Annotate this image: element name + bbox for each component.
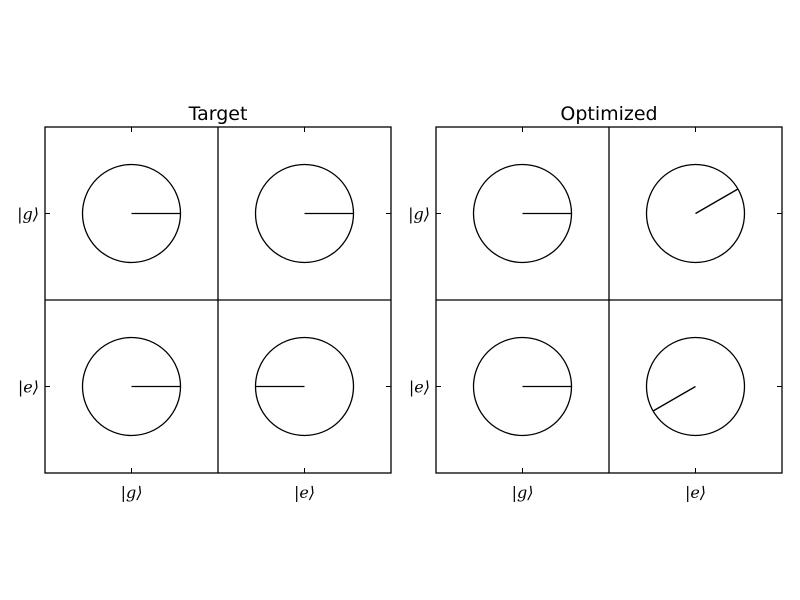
y-tick-label: |e⟩ xyxy=(409,378,430,397)
panel-title: Optimized xyxy=(560,103,657,125)
y-tick-label: |g⟩ xyxy=(408,205,430,224)
phasor-circle xyxy=(645,163,746,264)
x-tick-label: |g⟩ xyxy=(121,483,143,502)
y-tick-label: |e⟩ xyxy=(18,378,39,397)
y-tick-label: |g⟩ xyxy=(17,205,39,224)
x-tick-label: |g⟩ xyxy=(512,483,534,502)
x-tick-label: |e⟩ xyxy=(685,483,706,502)
panels: Target |g⟩ |e⟩ |g⟩ |e⟩ Optimized |g⟩ |e⟩ |g⟩ |e⟩ xyxy=(17,103,783,502)
panel-optimized: Optimized |g⟩ |e⟩ |g⟩ |e⟩ xyxy=(408,103,783,502)
panel-target: Target |g⟩ |e⟩ |g⟩ |e⟩ xyxy=(17,103,392,502)
panel-title: Target xyxy=(188,103,248,125)
x-tick-label: |e⟩ xyxy=(294,483,315,502)
phasor-circle xyxy=(645,336,746,437)
phasor-line xyxy=(652,385,696,412)
phasor-line xyxy=(695,188,739,215)
